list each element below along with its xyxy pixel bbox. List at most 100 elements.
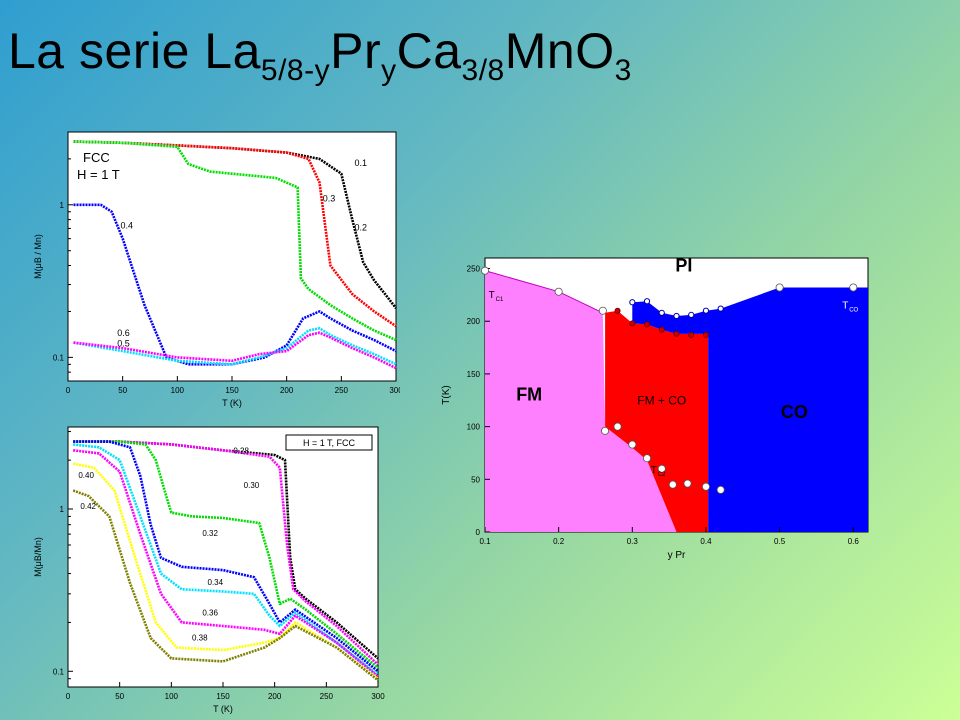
region-co — [632, 287, 868, 532]
y-tick-label: 100 — [467, 423, 481, 432]
legend-box — [285, 434, 373, 451]
x-tick-label: 50 — [118, 386, 127, 395]
page-title: La serie La5/8-yPryCa3/8MnO3 — [8, 23, 632, 87]
x-tick-label: 100 — [171, 386, 185, 395]
series-line-0-40 — [72, 462, 379, 680]
line-label-sub: C2 — [658, 472, 666, 478]
x-tick-label: 50 — [115, 692, 124, 701]
line-label-t: T — [489, 290, 495, 301]
data-point-white — [657, 464, 666, 473]
x-tick-label: 0 — [66, 386, 71, 395]
data-point-red — [629, 320, 636, 327]
series-line-0-5 — [73, 327, 397, 366]
chart-annotation: H = 1 T — [77, 167, 120, 182]
x-tick-label: 150 — [216, 692, 230, 701]
series-label: 0.36 — [202, 609, 218, 618]
line-label-t: T — [842, 301, 848, 312]
x-tick-label: 0.3 — [627, 537, 639, 546]
phase-diagram-chart: 0.1 0.2 0.3 0.4 0.5 0.6 0 50 100 150 200 250 y Pr T(K… — [441, 256, 869, 561]
data-point-white — [775, 283, 784, 292]
series-line-0-38 — [73, 449, 379, 678]
line-label: T C1 — [489, 290, 504, 303]
data-point-red — [644, 321, 651, 328]
data-point-white — [601, 426, 610, 435]
series-line-0-42 — [72, 489, 379, 682]
line-label-sub: C1 — [496, 297, 504, 303]
chart-annotation: H = 1 T, FCC — [303, 438, 356, 448]
series-label: 0.28 — [233, 446, 249, 455]
x-axis-label: T (K) — [213, 704, 233, 714]
series-line-0-34 — [73, 440, 379, 673]
data-point-white — [701, 482, 710, 491]
x-tick-label: 0.1 — [479, 537, 491, 546]
series-label: 0.42 — [80, 502, 96, 511]
line-label: T CO — [842, 301, 858, 314]
series-line-0-32 — [73, 440, 379, 669]
data-point-white — [716, 485, 725, 494]
series-label: 0.4 — [120, 220, 133, 230]
x-tick-label: 100 — [165, 692, 179, 701]
series-label: 0.40 — [78, 471, 94, 480]
data-point-white — [628, 440, 637, 449]
data-point-white — [643, 454, 652, 463]
data-point-white — [613, 422, 622, 431]
x-tick-label: 0 — [66, 692, 71, 701]
series-label: 0.34 — [208, 578, 224, 587]
data-point-tco — [643, 298, 651, 305]
data-point-white — [668, 480, 677, 489]
series-label: 0.1 — [354, 158, 367, 168]
y-axis-label: T(K) — [441, 385, 452, 404]
series-line-0-28 — [73, 440, 379, 660]
series-label: 0.30 — [244, 481, 260, 490]
chart-annotation: FCC — [83, 150, 110, 165]
series-line-0-6 — [73, 331, 397, 370]
region-fm-co — [605, 310, 709, 532]
data-point-white — [683, 479, 692, 488]
series-label: 0.6 — [117, 328, 130, 338]
x-tick-label: 0.5 — [774, 537, 786, 546]
line-label-t: T — [651, 465, 657, 476]
data-point-tco — [629, 299, 636, 306]
magnetization-chart-bottom: 0 50 100 150 200 250 300 0.1 1 T (K) M(μB/Mn) H = 1… — [33, 426, 385, 714]
x-tick-label: 0.4 — [700, 537, 712, 546]
region-label-co: CO — [781, 402, 808, 422]
x-tick-label: 0.6 — [848, 537, 860, 546]
data-point-red — [614, 307, 621, 314]
y-tick-label: 0.1 — [53, 353, 65, 362]
data-point-red — [702, 331, 709, 338]
line-label: T C2 — [651, 465, 666, 478]
x-tick-label: 200 — [268, 692, 282, 701]
region-fm — [485, 270, 677, 532]
data-point-tco — [658, 309, 665, 316]
series-label: 0.3 — [323, 194, 336, 204]
data-point-tco — [673, 312, 680, 320]
region-label-fm-co: FM + CO — [637, 393, 686, 407]
region-label-fm: FM — [516, 384, 542, 404]
x-axis-label: y Pr — [668, 550, 686, 561]
x-tick-label: 150 — [225, 386, 239, 395]
line-label-sub: CO — [849, 308, 858, 314]
y-tick-label: 0 — [476, 528, 481, 537]
region-label-pi: PI — [675, 256, 692, 276]
y-tick-label: 0.1 — [53, 667, 65, 676]
data-point-tco — [702, 307, 710, 314]
data-point-red — [688, 331, 695, 338]
y-tick-label: 1 — [60, 201, 65, 210]
data-point-white — [554, 287, 563, 296]
data-point-white — [598, 306, 607, 315]
data-point-white — [849, 283, 858, 292]
data-point-tco — [717, 305, 724, 312]
series-line-0-4 — [73, 203, 397, 366]
x-tick-label: 200 — [280, 386, 294, 395]
y-tick-label: 250 — [467, 265, 481, 274]
data-point-white — [481, 266, 490, 275]
series-line-0-3 — [73, 140, 397, 342]
x-tick-label: 250 — [335, 386, 349, 395]
series-label: 0.38 — [192, 633, 208, 642]
y-tick-label: 1 — [60, 505, 65, 514]
y-axis-label: M(μB/Mn) — [33, 537, 43, 577]
data-point-red — [658, 326, 665, 333]
series-label: 0.32 — [202, 529, 218, 538]
series-line-0-36 — [73, 443, 379, 676]
data-point-red — [673, 330, 680, 337]
